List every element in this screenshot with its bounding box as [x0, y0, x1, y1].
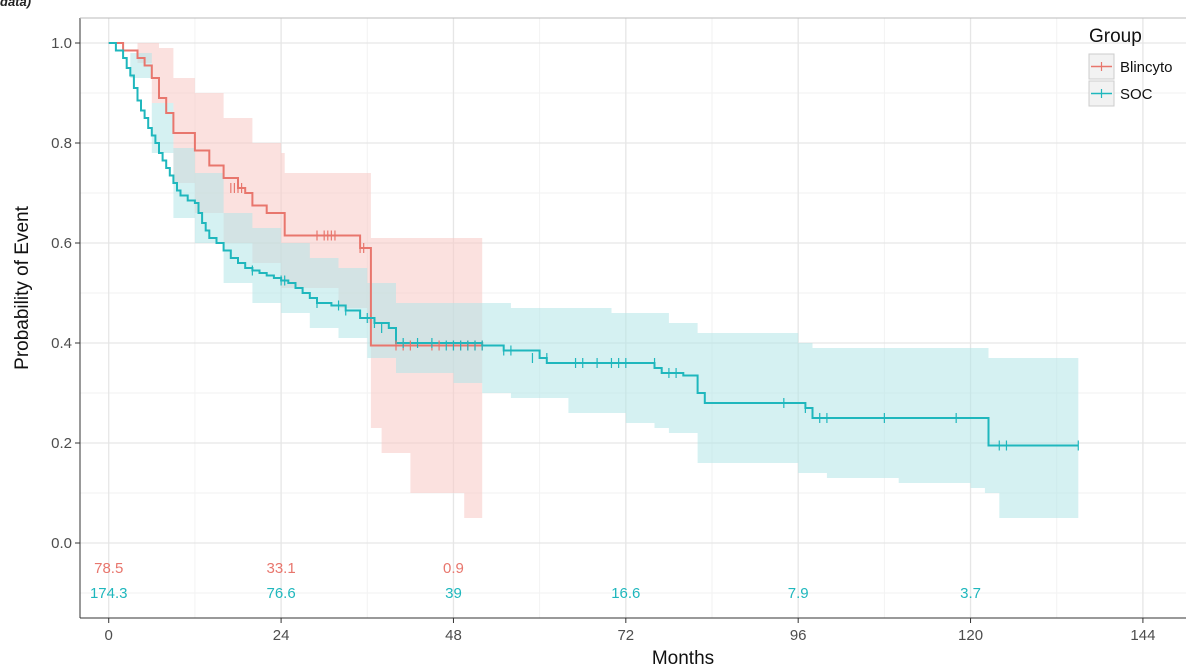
- y-tick-label: 0.6: [51, 235, 72, 252]
- axes: 0.0 0.2 0.4 0.6 0.8 1.0 0 24 48 72 96 120 144 Months P…: [12, 17, 1186, 666]
- x-tick-label: 24: [273, 627, 290, 644]
- risk-number-blincyto: 33.1: [266, 560, 295, 577]
- x-tick-label: 48: [445, 627, 462, 644]
- x-tick-label: 0: [105, 627, 113, 644]
- x-tick-label: 72: [617, 627, 634, 644]
- legend-entry-label: Blincyto: [1120, 59, 1173, 76]
- risk-number-soc: 7.9: [788, 585, 809, 602]
- y-axis-title: Probability of Event: [12, 205, 33, 369]
- km-curve-blincyto: [108, 42, 483, 347]
- y-tick-label: 0.2: [51, 435, 72, 452]
- km-curve-soc: [108, 42, 1079, 447]
- x-tick-label: 96: [790, 627, 807, 644]
- survival-curves: [108, 42, 1079, 447]
- y-tick-label: 0.0: [51, 535, 72, 552]
- legend-title: Group: [1089, 26, 1142, 47]
- x-tick-label: 120: [958, 627, 983, 644]
- risk-number-blincyto: 78.5: [94, 560, 123, 577]
- risk-table: 78.5 33.1 0.9 174.3 76.6 39 16.6 7.9 3.7: [90, 560, 981, 602]
- y-tick-label: 0.4: [51, 335, 72, 352]
- risk-number-blincyto: 0.9: [443, 560, 464, 577]
- x-axis-title: Months: [652, 648, 714, 666]
- legend: Group Blincyto SOC: [1088, 26, 1173, 107]
- y-tick-label: 1.0: [51, 35, 72, 52]
- risk-number-soc: 76.6: [266, 585, 295, 602]
- corner-caption-fragment: data): [0, 0, 32, 9]
- legend-entry-label: SOC: [1120, 86, 1153, 103]
- risk-number-soc: 39: [445, 585, 462, 602]
- risk-number-soc: 174.3: [90, 585, 128, 602]
- censor-marks: [230, 183, 1079, 451]
- y-tick-label: 0.8: [51, 135, 72, 152]
- ci-band-soc: [108, 43, 1079, 518]
- risk-number-soc: 16.6: [611, 585, 640, 602]
- x-tick-label: 144: [1130, 627, 1155, 644]
- confidence-bands: [108, 43, 1079, 518]
- risk-number-soc: 3.7: [960, 585, 981, 602]
